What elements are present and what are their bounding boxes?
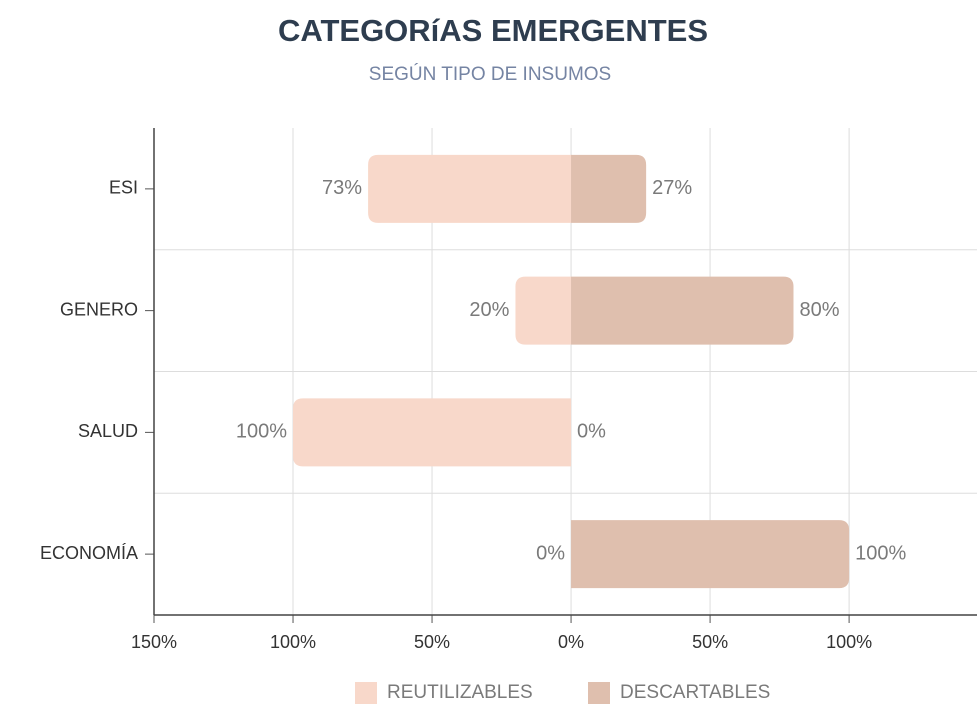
legend-label: DESCARTABLES <box>620 682 770 703</box>
chart-title: CATEGORíAS EMERGENTES <box>278 13 708 48</box>
value-label: 20% <box>469 299 509 321</box>
legend-swatch <box>355 682 377 704</box>
legend-label: REUTILIZABLES <box>387 682 533 703</box>
bar <box>571 520 850 589</box>
x-tick-label: 150% <box>131 632 177 652</box>
bar <box>368 154 572 223</box>
value-label: 73% <box>322 177 362 199</box>
value-label: 100% <box>855 542 906 564</box>
chart-subtitle: SEGÚN TIPO DE INSUMOS <box>369 63 611 85</box>
y-tick-label: SALUD <box>78 421 138 441</box>
y-tick-label: ESI <box>109 178 138 198</box>
x-tick-label: 100% <box>270 632 316 652</box>
y-tick-label: ECONOMÍA <box>40 543 138 563</box>
x-tick-label: 0% <box>558 632 584 652</box>
bar <box>293 398 572 467</box>
value-label: 0% <box>536 542 565 564</box>
bar <box>571 154 647 223</box>
legend-swatch <box>588 682 610 704</box>
value-label: 100% <box>236 421 287 443</box>
y-tick-label: GENERO <box>60 299 138 319</box>
bar <box>515 276 572 345</box>
bar <box>571 276 794 345</box>
value-label: 80% <box>799 299 839 321</box>
value-label: 0% <box>577 421 606 443</box>
x-tick-label: 100% <box>826 632 872 652</box>
x-tick-label: 50% <box>692 632 728 652</box>
value-label: 27% <box>652 177 692 199</box>
x-tick-label: 50% <box>414 632 450 652</box>
